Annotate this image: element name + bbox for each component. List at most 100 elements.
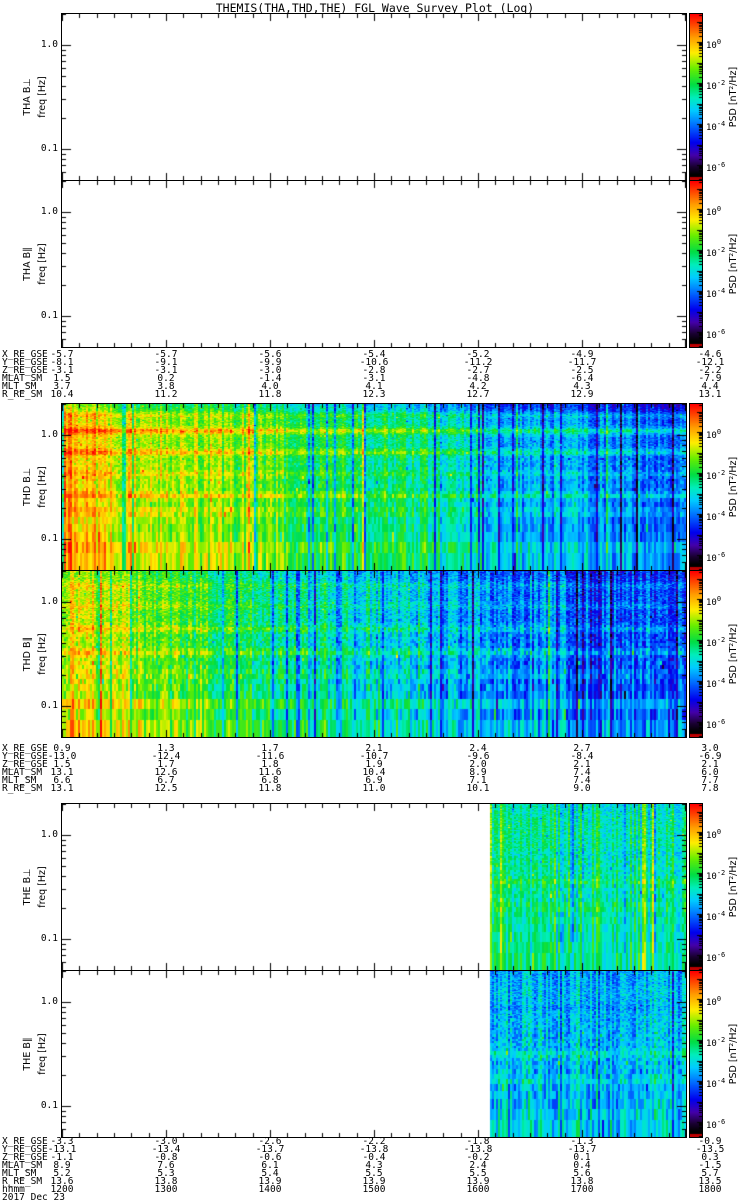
spectrogram-thd-bpar (62, 571, 686, 737)
panel-ylabel-the-bperp: THE B⊥ freq [Hz] (20, 804, 50, 970)
ephemeris-value: -9.9 (258, 357, 282, 368)
ephemeris-row-label: X_RE_GSE (2, 1136, 48, 1147)
ephemeris-value: -0.9 (698, 1136, 722, 1147)
panel-frame-thd-bperp (61, 403, 687, 571)
ephemeris-value: 2.4 (469, 1160, 487, 1171)
ephemeris-value: 4.3 (573, 381, 591, 392)
ephemeris-value: 0.9 (53, 743, 71, 754)
colorbar-thd-bperp (690, 404, 702, 570)
ephemeris-row-label: X_RE_GSE (2, 349, 48, 360)
ephemeris-row-label: R_RE_SM (2, 1176, 43, 1187)
colorbar-frame-tha-bpar (689, 180, 703, 348)
ephemeris-value: 11.6 (258, 767, 282, 778)
colorbar-tick-label: 10-2 (706, 869, 726, 882)
ephemeris-value: -1.4 (258, 373, 282, 384)
ephemeris-value: -5.4 (362, 349, 386, 360)
ephemeris-value: -3.0 (258, 365, 282, 376)
colorbar-title-text: PSD [nT²/Hz] (728, 1023, 739, 1085)
ephemeris-value: 6.0 (701, 767, 719, 778)
colorbar-tick-label: 10-6 (706, 951, 726, 964)
colorbar-tick-label: 10-6 (706, 1118, 726, 1131)
colorbar-tick-label: 10-4 (706, 910, 726, 923)
colorbar-title: PSD [nT²/Hz] (726, 571, 742, 737)
ephemeris-value: -13.8 (359, 1144, 389, 1155)
colorbar-tick-label: 10-4 (706, 287, 726, 300)
colorbar-tick-label: 10-6 (706, 551, 726, 564)
ephemeris-value: -10.6 (359, 357, 389, 368)
ephemeris-value: -0.8 (154, 1152, 178, 1163)
ephemeris-value: 7.1 (469, 775, 487, 786)
time-label: 1500 (362, 1184, 386, 1195)
freq-tick-label: 0.1 (40, 933, 58, 944)
ephemeris-value: -13.4 (151, 1144, 181, 1155)
ephemeris-value: 2.1 (365, 743, 383, 754)
ephemeris-value: 7.8 (701, 783, 719, 794)
ephemeris-value: 5.4 (261, 1168, 279, 1179)
freq-axis-label: freq [Hz] (37, 243, 48, 285)
ephemeris-value: -11.6 (255, 751, 285, 762)
ephemeris-value: 12.5 (154, 783, 178, 794)
ephemeris-row-label: MLAT_SM (2, 1160, 43, 1171)
colorbar-title: PSD [nT²/Hz] (726, 404, 742, 570)
ephemeris-value: -5.7 (154, 349, 178, 360)
colorbar-tick-label: 100 (706, 595, 722, 608)
colorbar-title-text: PSD [nT²/Hz] (728, 623, 739, 685)
ephemeris-value: 5.2 (53, 1168, 71, 1179)
ephemeris-value: -5.2 (466, 349, 490, 360)
ephemeris-value: 1.3 (157, 743, 175, 754)
ephemeris-value: -2.8 (362, 365, 386, 376)
colorbar-frame-the-bperp (689, 803, 703, 971)
ephemeris-value: 1.5 (53, 759, 71, 770)
freq-tick-label: 1.0 (40, 829, 58, 840)
ephemeris-value: 12.9 (570, 389, 594, 400)
colorbar-tick-label: 100 (706, 205, 722, 218)
ephemeris-row-label: X_RE_GSE (2, 743, 48, 754)
ephemeris-value: -1.5 (698, 1160, 722, 1171)
ephemeris-row-label: MLAT_SM (2, 767, 43, 778)
panel-frame-tha-bpar (61, 180, 687, 348)
ephemeris-value: 2.0 (469, 759, 487, 770)
ephemeris-value: -0.2 (466, 1152, 490, 1163)
freq-axis-label: freq [Hz] (37, 866, 48, 908)
colorbar-frame-tha-bperp (689, 13, 703, 181)
ephemeris-value: -3.1 (362, 373, 386, 384)
ephemeris-value: -2.6 (258, 1136, 282, 1147)
colorbar-tick-label: 100 (706, 828, 722, 841)
freq-tick-label: 0.1 (40, 143, 58, 154)
ephemeris-value: 9.0 (573, 783, 591, 794)
ephemeris-value: 7.4 (573, 767, 591, 778)
colorbar-title: PSD [nT²/Hz] (726, 14, 742, 180)
panel-name-label: THD B∥ (22, 636, 33, 672)
colorbar-tick-label: 10-2 (706, 636, 726, 649)
colorbar-tick-label: 100 (706, 428, 722, 441)
ephemeris-value: 6.1 (261, 1160, 279, 1171)
ephemeris-row-label: MLAT_SM (2, 373, 43, 384)
colorbar-title-text: PSD [nT²/Hz] (728, 233, 739, 295)
colorbar-title-text: PSD [nT²/Hz] (728, 856, 739, 918)
ephemeris-value: 11.8 (258, 389, 282, 400)
time-label: 1700 (570, 1184, 594, 1195)
ephemeris-row-label: Z_RE_GSE (2, 365, 48, 376)
ephemeris-value: 11.2 (154, 389, 178, 400)
ephemeris-value: 2.7 (573, 743, 591, 754)
colorbar-title: PSD [nT²/Hz] (726, 181, 742, 347)
freq-tick-label: 0.1 (40, 310, 58, 321)
panel-frame-thd-bpar (61, 570, 687, 738)
ephemeris-value: 3.0 (701, 743, 719, 754)
ephemeris-value: -9.6 (466, 751, 490, 762)
ephemeris-value: -3.3 (50, 1136, 74, 1147)
ephemeris-value: -3.1 (50, 365, 74, 376)
panel-ylabel-thd-bpar: THD B∥ freq [Hz] (20, 571, 50, 737)
ephemeris-value: -2.2 (698, 365, 722, 376)
ephemeris-value: 12.6 (154, 767, 178, 778)
ephemeris-value: 13.8 (154, 1176, 178, 1187)
colorbar-title-text: PSD [nT²/Hz] (728, 456, 739, 518)
freq-tick-label: 1.0 (40, 39, 58, 50)
time-label: 1400 (258, 1184, 282, 1195)
ephemeris-value: 13.5 (698, 1176, 722, 1187)
ephemeris-value: 1.7 (157, 759, 175, 770)
panel-name-label: THA B⊥ (22, 78, 33, 116)
ephemeris-value: -0.6 (258, 1152, 282, 1163)
ephemeris-value: 4.1 (365, 381, 383, 392)
ephemeris-value: 0.1 (573, 1152, 591, 1163)
